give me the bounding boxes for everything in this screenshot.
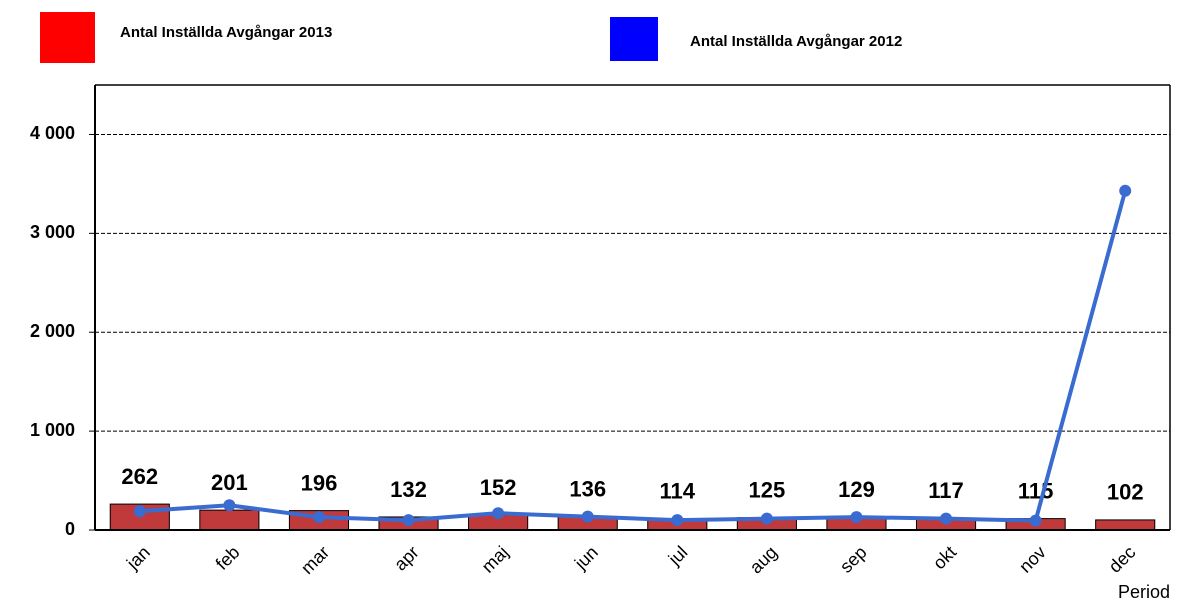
x-tick-label: jan — [122, 542, 154, 574]
bar — [1095, 519, 1156, 531]
data-label: 152 — [480, 475, 517, 500]
legend-label: Antal Inställda Avgångar 2012 — [690, 33, 902, 50]
x-tick-label: aug — [746, 542, 781, 577]
x-tick-label: jul — [664, 542, 692, 570]
data-label: 114 — [660, 479, 696, 504]
x-tick-label: apr — [390, 542, 423, 575]
data-label: 196 — [301, 470, 338, 495]
legend-swatch — [610, 17, 658, 61]
data-label: 117 — [928, 478, 964, 503]
line-point — [760, 512, 773, 525]
y-tick-label: 0 — [65, 519, 75, 539]
x-axis-label: Period — [1118, 582, 1170, 602]
x-tick-label: mar — [297, 542, 333, 578]
x-tick-label: okt — [929, 542, 960, 573]
data-label: 201 — [211, 470, 248, 495]
line-point — [940, 512, 953, 525]
y-tick-label: 3 000 — [30, 222, 75, 242]
data-label: 136 — [569, 476, 606, 501]
x-tick-label: feb — [212, 542, 244, 574]
x-tick-label: nov — [1015, 542, 1050, 577]
line-point — [312, 511, 325, 524]
y-tick-label: 4 000 — [30, 123, 75, 143]
x-tick-label: dec — [1105, 542, 1140, 577]
x-tick-label: jun — [570, 542, 602, 574]
line-point — [402, 514, 415, 527]
y-tick-label: 1 000 — [30, 420, 75, 440]
line-point — [1119, 184, 1132, 197]
line-point — [223, 499, 236, 512]
line-point — [671, 514, 684, 527]
legend-label: Antal Inställda Avgångar 2013 — [120, 24, 332, 41]
line-point — [850, 511, 863, 524]
legend-swatch — [40, 12, 95, 63]
data-label: 132 — [390, 477, 427, 502]
y-tick-label: 2 000 — [30, 321, 75, 341]
line — [139, 190, 1128, 523]
line-point — [492, 507, 505, 520]
line-point — [133, 505, 146, 518]
data-label: 262 — [121, 464, 158, 489]
x-tick-label: sep — [836, 542, 871, 577]
x-tick-label: maj — [478, 542, 513, 577]
line-point — [581, 510, 594, 523]
line-point — [1029, 514, 1042, 527]
data-label: 125 — [749, 477, 786, 502]
bar — [199, 509, 260, 531]
data-label: 102 — [1107, 480, 1144, 505]
data-label: 129 — [838, 477, 875, 502]
